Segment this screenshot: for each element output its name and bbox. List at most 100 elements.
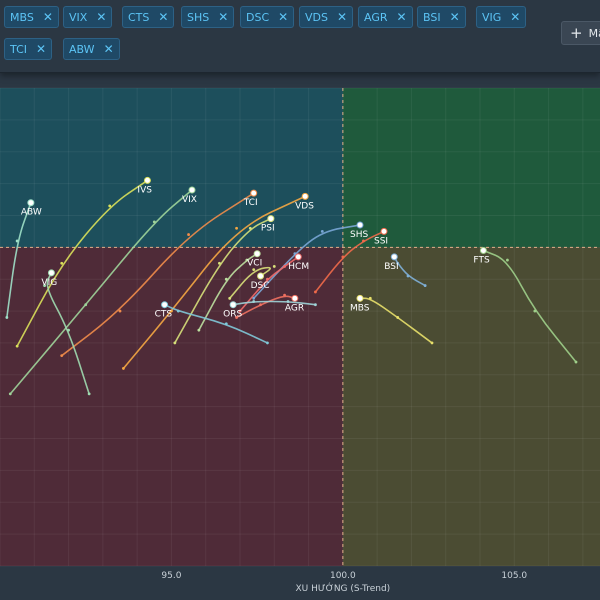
series-trail-point xyxy=(286,300,290,303)
series-vix: VIX xyxy=(8,186,197,396)
series-dsc: DSC xyxy=(228,265,276,300)
add-ticker-label: Mã xyxy=(588,26,600,40)
close-icon[interactable]: ✕ xyxy=(510,10,521,24)
series-head-point[interactable] xyxy=(291,294,299,302)
ticker-chip-tci[interactable]: TCI ✕ xyxy=(4,38,53,60)
close-icon[interactable]: ✕ xyxy=(278,10,289,24)
series-label: HCM xyxy=(288,262,309,272)
series-label: AGR xyxy=(285,303,304,313)
ticker-chip-label: VDS xyxy=(305,10,328,24)
series-trail-point xyxy=(259,303,262,307)
series-label: MBS xyxy=(350,303,370,313)
series-trail-point xyxy=(283,265,286,268)
ticker-chip-abw[interactable]: ABW ✕ xyxy=(63,38,120,60)
close-icon[interactable]: ✕ xyxy=(96,10,107,24)
ticker-chip-label: TCI xyxy=(10,42,27,56)
series-head-point[interactable] xyxy=(27,199,35,207)
series-head-point[interactable] xyxy=(479,247,487,255)
series-trail-point xyxy=(84,303,88,307)
ticker-chip-mbs[interactable]: MBS ✕ xyxy=(4,6,59,28)
series-trail-point xyxy=(272,265,276,268)
series-trail-line xyxy=(16,179,148,347)
series-trail-point xyxy=(341,255,345,259)
series-head-point[interactable] xyxy=(294,253,302,261)
close-icon[interactable]: ✕ xyxy=(42,10,53,24)
ticker-chip-vig[interactable]: VIG ✕ xyxy=(476,6,527,28)
series-trail-point xyxy=(238,309,242,313)
series-trail-point xyxy=(118,309,122,313)
ticker-chip-vix[interactable]: VIX ✕ xyxy=(63,6,113,28)
series-trails: ABW IVS VIX TCI VDS PSI SHS SSI VCI HCM DSC VIG AGR B… xyxy=(5,176,578,396)
series-trail-point xyxy=(320,230,324,233)
series-head-point[interactable] xyxy=(188,186,196,194)
series-head-point[interactable] xyxy=(356,294,364,302)
series-head-point[interactable] xyxy=(250,189,258,197)
series-head-point[interactable] xyxy=(229,301,237,309)
series-head-point[interactable] xyxy=(267,215,275,223)
close-icon[interactable]: ✕ xyxy=(158,10,169,24)
close-icon[interactable]: ✕ xyxy=(103,42,114,56)
series-mbs: MBS xyxy=(350,294,434,345)
series-ivs: IVS xyxy=(15,176,152,348)
series-label: VDS xyxy=(295,201,314,211)
series-tci: TCI xyxy=(60,189,258,358)
x-axis-ticks: 95.0 100.0 105.0 xyxy=(161,571,527,581)
close-icon[interactable]: ✕ xyxy=(218,10,229,24)
series-label: ABW xyxy=(21,208,42,218)
series-trail-point xyxy=(406,274,410,278)
ticker-chip-label: VIX xyxy=(69,10,88,24)
series-head-point[interactable] xyxy=(143,176,151,184)
series-head-point[interactable] xyxy=(257,272,265,280)
ticker-chip-label: SHS xyxy=(187,10,210,24)
series-head-point[interactable] xyxy=(161,301,169,309)
series-trail-point xyxy=(218,261,221,265)
series-head-point[interactable] xyxy=(47,269,55,277)
ticker-chip-dsc[interactable]: DSC ✕ xyxy=(240,6,295,28)
ticker-chip-label: BSI xyxy=(423,10,441,24)
series-trail-point xyxy=(245,258,249,262)
series-trail-point xyxy=(5,316,9,319)
series-trail-point xyxy=(87,392,91,396)
close-icon[interactable]: ✕ xyxy=(36,42,47,56)
series-hcm: HCM xyxy=(238,253,309,313)
series-trail-line xyxy=(229,266,271,299)
ticker-chip-shs[interactable]: SHS ✕ xyxy=(181,6,235,28)
series-trail-point xyxy=(187,233,190,236)
series-ors: ORS xyxy=(223,300,317,320)
series-trail-point xyxy=(15,239,19,243)
close-icon[interactable]: ✕ xyxy=(396,10,407,24)
quadrant-top-right xyxy=(342,88,600,248)
series-head-point[interactable] xyxy=(356,221,364,229)
series-head-point[interactable] xyxy=(390,253,398,261)
series-trail-point xyxy=(122,367,125,370)
series-trail-point xyxy=(228,296,232,300)
add-ticker-button[interactable]: + Mã xyxy=(561,21,600,45)
series-trail-line xyxy=(61,192,255,357)
ticker-chip-bsi[interactable]: BSI ✕ xyxy=(417,6,466,28)
series-trail-point xyxy=(266,341,269,345)
x-tick-label: 105.0 xyxy=(501,571,527,581)
series-vds: VDS xyxy=(122,192,314,370)
series-trail-point xyxy=(224,322,228,326)
close-icon[interactable]: ✕ xyxy=(336,10,348,24)
series-trail-line xyxy=(122,195,306,369)
ticker-chip-agr[interactable]: AGR ✕ xyxy=(358,6,413,28)
series-head-point[interactable] xyxy=(301,192,309,200)
ticker-chip-vds[interactable]: VDS ✕ xyxy=(299,6,354,28)
series-fts: FTS xyxy=(473,247,578,364)
series-label: CTS xyxy=(155,310,173,320)
series-head-point[interactable] xyxy=(253,250,261,258)
series-trail-point xyxy=(235,316,238,319)
series-head-point[interactable] xyxy=(380,227,388,235)
toolbar: MBS ✕ VIX ✕ CTS ✕ SHS ✕ DSC ✕ VDS ✕ AGR ✕ BSI ✕ VIG ✕ TCI ✕… xyxy=(0,0,600,73)
close-icon[interactable]: ✕ xyxy=(449,10,460,24)
series-label: PSI xyxy=(261,224,275,234)
ticker-chip-cts[interactable]: CTS ✕ xyxy=(122,6,175,28)
series-label: VIG xyxy=(41,278,57,288)
series-trail-point xyxy=(252,296,256,300)
x-axis-title: XU HƯỚNG (S-Trend) xyxy=(296,582,391,594)
series-vig: VIG xyxy=(41,269,91,396)
series-label: BSI xyxy=(384,262,398,272)
series-abw: ABW xyxy=(5,199,42,319)
series-label: DSC xyxy=(251,281,270,291)
